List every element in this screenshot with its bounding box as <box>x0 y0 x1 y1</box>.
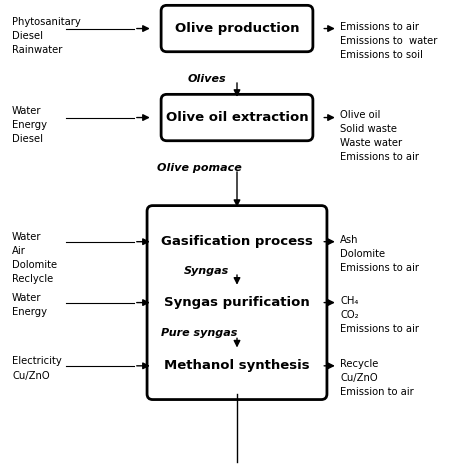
Text: Olives: Olives <box>187 73 226 84</box>
Text: Rainwater: Rainwater <box>12 45 63 55</box>
Text: Electricity: Electricity <box>12 356 62 366</box>
Text: Emissions to air: Emissions to air <box>340 324 419 334</box>
Text: Waste water: Waste water <box>340 137 402 148</box>
Text: Emissions to air: Emissions to air <box>340 21 419 31</box>
FancyBboxPatch shape <box>147 206 327 400</box>
Text: Olive production: Olive production <box>175 22 299 35</box>
Text: Solid waste: Solid waste <box>340 124 397 134</box>
Text: Water: Water <box>12 293 42 303</box>
Text: Diesel: Diesel <box>12 134 43 144</box>
Text: Syngas purification: Syngas purification <box>164 296 310 309</box>
Text: Methanol synthesis: Methanol synthesis <box>164 359 310 372</box>
Text: Diesel: Diesel <box>12 31 43 41</box>
Text: CH₄: CH₄ <box>340 296 358 306</box>
Text: Olive oil extraction: Olive oil extraction <box>166 111 308 124</box>
Text: Water: Water <box>12 232 42 242</box>
Text: Emission to air: Emission to air <box>340 387 414 397</box>
Text: Phytosanitary: Phytosanitary <box>12 17 81 27</box>
FancyBboxPatch shape <box>161 94 313 141</box>
FancyBboxPatch shape <box>161 5 313 52</box>
Text: Emissions to soil: Emissions to soil <box>340 50 423 60</box>
Text: Reclycle: Reclycle <box>12 274 54 284</box>
Text: Dolomite: Dolomite <box>340 249 385 259</box>
Text: CO₂: CO₂ <box>340 310 359 319</box>
Text: Ash: Ash <box>340 235 358 245</box>
Text: Water: Water <box>12 106 42 116</box>
Text: Emissions to  water: Emissions to water <box>340 36 438 46</box>
Text: Olive pomace: Olive pomace <box>157 163 242 173</box>
Text: Energy: Energy <box>12 307 47 317</box>
Text: Pure syngas: Pure syngas <box>161 328 238 338</box>
Text: Olive oil: Olive oil <box>340 109 381 119</box>
Text: Emissions to air: Emissions to air <box>340 263 419 273</box>
Text: Cu/ZnO: Cu/ZnO <box>340 373 378 383</box>
Text: Gasification process: Gasification process <box>161 235 313 248</box>
Text: Emissions to air: Emissions to air <box>340 152 419 162</box>
Text: Cu/ZnO: Cu/ZnO <box>12 371 50 381</box>
Text: Air: Air <box>12 246 26 256</box>
Text: Recycle: Recycle <box>340 359 378 369</box>
Text: Syngas: Syngas <box>184 266 229 276</box>
Text: Energy: Energy <box>12 120 47 130</box>
Text: Dolomite: Dolomite <box>12 260 57 271</box>
